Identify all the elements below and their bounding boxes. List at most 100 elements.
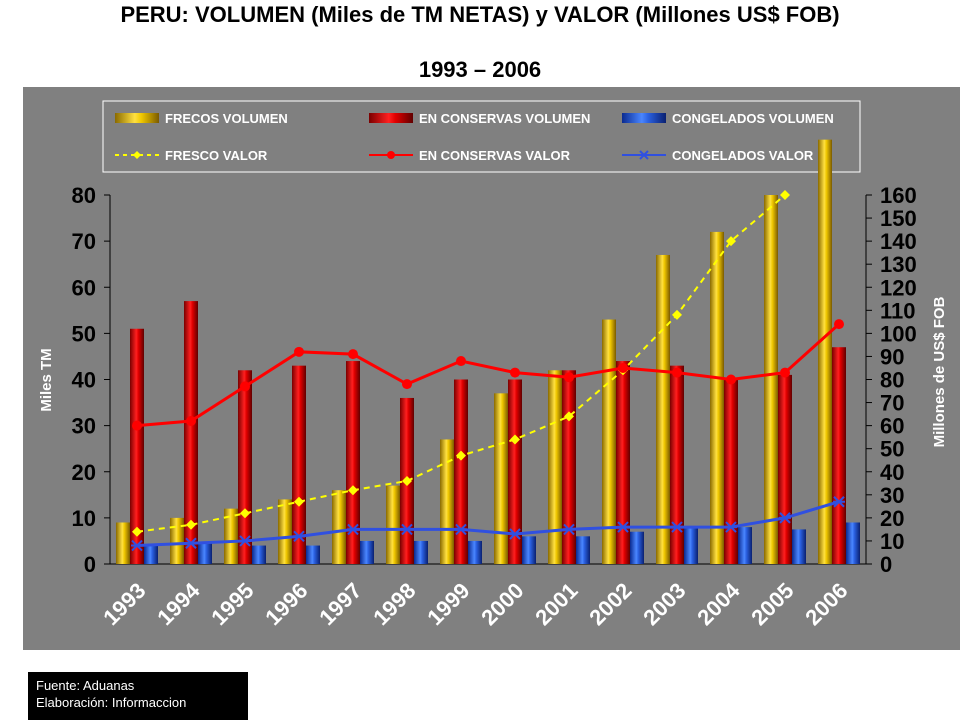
left-axis-tick-label: 0	[84, 552, 96, 577]
legend-label: FRESCO VALOR	[165, 148, 268, 163]
conservas-volumen-bar	[508, 379, 522, 564]
frescos-volumen-bar	[170, 517, 184, 564]
left-axis-tick-label: 20	[72, 460, 96, 485]
congelados-volumen-bar	[684, 527, 698, 564]
bars	[116, 139, 860, 564]
left-axis-tick-label: 50	[72, 321, 96, 346]
congelados-valor-point	[239, 535, 251, 547]
left-axis-tick-label: 80	[72, 183, 96, 208]
legend-label: FRECOS VOLUMEN	[165, 111, 288, 126]
conservas-valor-point	[834, 319, 844, 330]
fresco-valor-point	[186, 519, 196, 530]
congelados-volumen-bar	[792, 529, 806, 564]
source-line-1: Fuente: Aduanas	[36, 678, 135, 693]
frescos-volumen-bar	[224, 508, 238, 564]
frescos-volumen-bar	[386, 485, 400, 564]
right-axis-tick-label: 40	[880, 460, 904, 485]
left-axis-tick-label: 40	[72, 368, 96, 393]
conservas-valor-point	[456, 356, 466, 367]
congelados-volumen-bar	[468, 540, 482, 564]
fresco-valor-point	[294, 496, 304, 507]
fresco-valor-point	[348, 485, 358, 496]
congelados-valor-point	[401, 523, 413, 536]
congelados-volumen-bar	[738, 527, 752, 564]
legend-swatch	[622, 113, 666, 123]
conservas-volumen-bar	[562, 370, 576, 564]
source-note: Fuente: Aduanas Elaboración: Informaccio…	[28, 672, 248, 720]
conservas-valor-point	[348, 349, 358, 360]
right-axis-tick-label: 10	[880, 529, 904, 554]
conservas-volumen-bar	[832, 347, 846, 564]
congelados-valor-point	[833, 496, 845, 508]
frescos-volumen-bar	[440, 439, 454, 564]
congelados-volumen-bar	[144, 545, 158, 564]
fresco-valor-point	[780, 190, 790, 200]
congelados-valor-point	[725, 521, 737, 533]
conservas-volumen-bar	[616, 361, 630, 564]
congelados-valor-point	[185, 537, 197, 549]
fresco-valor-point	[456, 450, 466, 461]
conservas-volumen-bar	[670, 365, 684, 564]
conservas-volumen-bar	[778, 374, 792, 564]
right-axis-tick-label: 20	[880, 506, 904, 531]
frescos-volumen-bar	[602, 319, 616, 564]
y-axis-title: Miles TM	[38, 348, 55, 411]
fresco-valor-point	[672, 309, 682, 320]
fresco-valor-point	[510, 434, 520, 445]
legend-label: CONGELADOS VALOR	[672, 148, 814, 163]
conservas-valor-point	[132, 420, 142, 431]
frescos-volumen-bar	[656, 254, 670, 564]
frescos-volumen-bar	[116, 522, 130, 564]
conservas-valor-point	[726, 374, 736, 385]
congelados-volumen-bar	[414, 540, 428, 564]
left-axis-tick-label: 70	[72, 229, 96, 254]
right-axis-tick-label: 160	[880, 183, 917, 208]
conservas-volumen-bar	[130, 328, 144, 564]
conservas-valor-point	[402, 379, 412, 390]
fresco-valor-point	[726, 236, 736, 247]
congelados-volumen-bar	[522, 536, 536, 564]
frescos-volumen-bar	[494, 393, 508, 564]
legend-marker	[639, 150, 649, 160]
chart-title: PERU: VOLUMEN (Miles de TM NETAS) y VALO…	[120, 2, 840, 27]
legend-label: EN CONSERVAS VOLUMEN	[419, 111, 590, 126]
y2-axis-title: Millones de US$ FOB	[931, 296, 948, 447]
legend-swatch	[115, 113, 159, 123]
congelados-volumen-bar	[252, 545, 266, 564]
congelados-volumen-bar	[360, 540, 374, 564]
frescos-volumen-bar	[332, 490, 346, 564]
congelados-volumen-bar	[630, 531, 644, 564]
left-axis-tick-label: 60	[72, 275, 96, 300]
congelados-volumen-bar	[306, 545, 320, 564]
right-axis-tick-label: 50	[880, 437, 904, 462]
right-axis-tick-label: 30	[880, 483, 904, 508]
conservas-valor-point	[618, 362, 628, 373]
congelados-valor-point	[779, 512, 791, 524]
right-axis-tick-label: 90	[880, 344, 904, 369]
congelados-valor-line	[136, 500, 840, 548]
right-axis-tick-label: 120	[880, 275, 917, 300]
lines	[131, 190, 845, 552]
legend-marker	[133, 151, 141, 159]
conservas-valor-point	[240, 381, 250, 392]
conservas-valor-line	[136, 323, 841, 428]
conservas-volumen-bar	[292, 365, 306, 564]
fresco-valor-point	[402, 475, 412, 486]
congelados-valor-point	[455, 523, 467, 536]
right-axis-tick-label: 0	[880, 552, 892, 577]
left-axis-tick-label: 30	[72, 414, 96, 439]
right-axis-tick-label: 100	[880, 321, 917, 346]
frescos-volumen-bar	[764, 195, 778, 564]
congelados-valor-point	[671, 521, 683, 533]
legend-label: CONGELADOS VOLUMEN	[672, 111, 834, 126]
right-axis-tick-label: 70	[880, 391, 904, 416]
conservas-volumen-bar	[238, 370, 252, 564]
conservas-valor-point	[510, 367, 520, 378]
congelados-valor-point	[509, 528, 521, 540]
congelados-volumen-bar	[198, 543, 212, 564]
right-axis-tick-label: 150	[880, 206, 917, 231]
fresco-valor-point	[132, 526, 142, 537]
congelados-valor-point	[617, 521, 629, 533]
congelados-valor-point	[131, 539, 143, 552]
left-axis-tick-label: 10	[72, 506, 96, 531]
